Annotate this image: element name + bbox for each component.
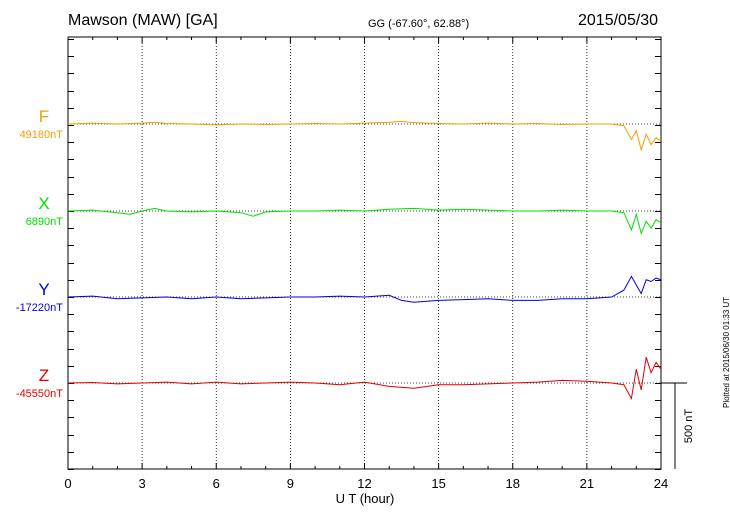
x-tick-label: 21 xyxy=(580,476,594,491)
scale-bar: 500 nT xyxy=(661,382,695,469)
tick-marks xyxy=(67,37,662,470)
plot-date: 2015/05/30 xyxy=(578,12,659,29)
x-tick-label: 9 xyxy=(287,476,294,491)
x-tick-label: 12 xyxy=(357,476,371,491)
series-name-z: Z xyxy=(39,366,49,385)
series-line-y xyxy=(67,275,662,303)
x-tick-label: 15 xyxy=(431,476,445,491)
series-traces xyxy=(67,120,662,401)
x-tick-label: 24 xyxy=(654,476,668,491)
x-tick-labels: 0 3 6 9 12 15 18 21 24 xyxy=(64,476,668,491)
series-line-z xyxy=(67,357,662,401)
series-name-y: Y xyxy=(38,280,49,299)
x-tick-label: 6 xyxy=(213,476,220,491)
series-line-x xyxy=(67,207,662,235)
x-tick-label: 3 xyxy=(139,476,146,491)
x-axis-label: U T (hour) xyxy=(336,491,395,506)
geographic-coordinates: GG (-67.60°, 62.88°) xyxy=(368,18,470,30)
series-line-f xyxy=(67,120,662,152)
series-baseline-value-x: 6890nT xyxy=(26,216,64,228)
vertical-gridlines xyxy=(141,37,588,469)
x-tick-label: 0 xyxy=(64,476,71,491)
x-tick-label: 18 xyxy=(506,476,520,491)
series-name-f: F xyxy=(39,107,49,126)
scale-bar-label: 500 nT xyxy=(683,409,695,444)
series-baseline-value-f: 49180nT xyxy=(20,129,64,141)
series-name-x: X xyxy=(38,194,49,213)
series-baseline-value-z: -45550nT xyxy=(16,388,63,400)
series-baseline-value-y: -17220nT xyxy=(16,302,63,314)
series-labels: F 49180nT X 6890nT Y -17220nT Z -45550nT xyxy=(16,107,63,400)
plotted-timestamp: Plotted at 2015/06/30 01:33 UT xyxy=(722,296,730,408)
station-title: Mawson (MAW) [GA] xyxy=(68,12,218,29)
